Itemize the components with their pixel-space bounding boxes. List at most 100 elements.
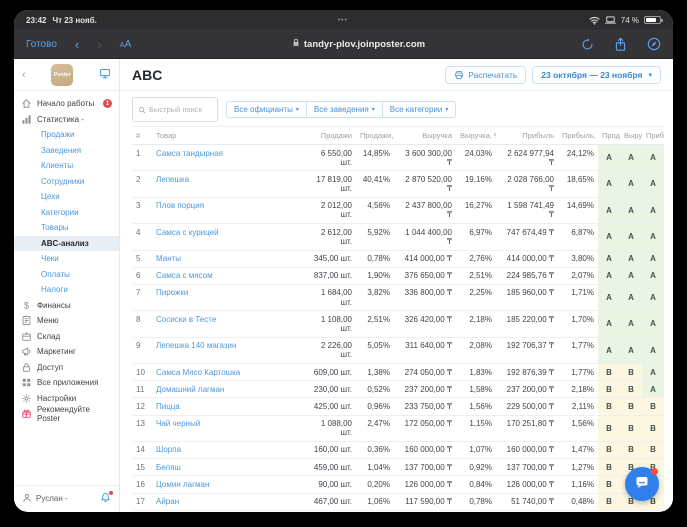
abc-profit: A xyxy=(642,144,664,172)
abc-revenue: B xyxy=(620,380,642,399)
venues-filter[interactable]: Все заведения ▾ xyxy=(305,101,383,118)
cell-profit: 2 028 766,00 ₸ xyxy=(496,170,558,198)
date-range-button[interactable]: 23 октября — 23 ноября ▾ xyxy=(532,66,661,84)
cell-profit: 229 500,00 ₸ xyxy=(496,397,558,416)
product-link[interactable]: Самса с курицей xyxy=(156,227,219,237)
product-link[interactable]: Самса Мясо Картошка xyxy=(156,367,241,377)
sidebar-item-15[interactable]: Склад xyxy=(14,329,119,345)
product-link[interactable]: Самса с мясом xyxy=(156,271,213,281)
sidebar-item-14[interactable]: Меню xyxy=(14,313,119,329)
abc-revenue: B xyxy=(620,363,642,382)
sidebar-item-20[interactable]: Рекомендуйте Poster xyxy=(14,405,119,423)
waiters-filter[interactable]: Все официанты ▾ xyxy=(226,101,307,118)
sidebar-item-0[interactable]: Начало работы 1 xyxy=(14,96,119,112)
sidebar-item-4[interactable]: Клиенты xyxy=(14,158,119,174)
cell-revenue-pct: 1,83% xyxy=(456,363,496,382)
user-icon xyxy=(22,493,32,505)
abc-sales: B xyxy=(598,415,620,442)
table-row: 7 Пирожки 1 684,00 шт. 3,82% 336 800,00 ₸ 2,2… xyxy=(132,284,664,312)
sidebar-item-8[interactable]: Товары xyxy=(14,220,119,236)
forward-button[interactable]: › xyxy=(97,36,102,52)
product-link[interactable]: Пирожки xyxy=(156,288,189,298)
product-link[interactable]: Плов порция xyxy=(156,201,205,211)
column-header-3[interactable]: Продажи, % xyxy=(356,126,394,145)
print-button[interactable]: Распечатать xyxy=(445,66,527,84)
column-header-5[interactable]: Выручка, % xyxy=(456,126,496,145)
product-link[interactable]: Лепешка 140 магазин xyxy=(156,341,237,351)
sidebar-item-17[interactable]: Доступ xyxy=(14,360,119,376)
abc-profit: A xyxy=(642,363,664,382)
column-header-0[interactable]: # xyxy=(132,126,152,145)
column-header-6[interactable]: Прибыль xyxy=(496,126,558,145)
cell-revenue-pct: 2,51% xyxy=(456,267,496,285)
product-link[interactable]: Пицца xyxy=(156,401,180,411)
sidebar-item-19[interactable]: Настройки xyxy=(14,391,119,407)
product-link[interactable]: Шорпа xyxy=(156,445,182,455)
sidebar-item-11[interactable]: Оплаты xyxy=(14,267,119,283)
cell-revenue-pct: 1,56% xyxy=(456,397,496,416)
address-bar[interactable]: tandyr-plov.joinposter.com xyxy=(206,38,511,50)
cell-sales-pct: 1,38% xyxy=(356,363,394,382)
cell-profit: 192 876,39 ₸ xyxy=(496,363,558,382)
sidebar-item-7[interactable]: Категории xyxy=(14,205,119,221)
notification-badge: 1 xyxy=(103,99,112,109)
product-link[interactable]: Лепешка xyxy=(156,174,190,184)
notifications-bell-icon[interactable] xyxy=(100,491,113,505)
safari-compass-icon[interactable] xyxy=(647,37,661,51)
cell-revenue-pct: 0,76% xyxy=(456,510,496,511)
share-icon[interactable] xyxy=(614,37,627,52)
column-header-4[interactable]: Выручка xyxy=(394,126,456,145)
product-link[interactable]: Сосиски в Тесте xyxy=(156,314,217,324)
row-number: 1 xyxy=(132,144,152,172)
column-header-8[interactable]: Продажи xyxy=(598,126,620,145)
text-size-button[interactable]: АA xyxy=(119,38,132,50)
product-link[interactable]: Айран xyxy=(156,497,180,506)
column-header-10[interactable]: Прибыль xyxy=(642,126,664,145)
sidebar-header: ‹ Poster xyxy=(14,59,119,91)
cell-revenue-pct: 1,07% xyxy=(456,441,496,460)
column-header-9[interactable]: Выручка xyxy=(620,126,642,145)
product-link[interactable]: Самса тандырная xyxy=(156,148,223,158)
sidebar-item-13[interactable]: $ Финансы xyxy=(14,298,119,314)
table-row: 13 Чай черный 1 088,00 шт. 2,47% 172 050,00 … xyxy=(132,415,664,442)
sidebar-item-2[interactable]: Продажи xyxy=(14,127,119,143)
sidebar-item-9[interactable]: ABC-анализ xyxy=(14,235,119,251)
product-link[interactable]: Домашний лагман xyxy=(156,384,225,394)
sidebar-item-label: Склад xyxy=(37,331,61,341)
product-link[interactable]: Манты xyxy=(156,254,182,263)
cell-sales-pct: 5,05% xyxy=(356,337,394,365)
sidebar-item-12[interactable]: Налоги xyxy=(14,282,119,298)
abc-revenue: B xyxy=(620,415,642,442)
cell-sales: 160,00 шт. xyxy=(304,441,356,460)
dollar-icon: $ xyxy=(21,300,32,311)
sidebar-item-18[interactable]: Все приложения xyxy=(14,375,119,391)
sidebar-item-16[interactable]: Маркетинг xyxy=(14,344,119,360)
reload-button[interactable] xyxy=(581,37,594,51)
sidebar-item-10[interactable]: Чеки xyxy=(14,251,119,267)
back-button[interactable]: ‹ xyxy=(74,36,80,52)
product-link[interactable]: Беляш xyxy=(156,462,181,472)
sidebar-back-chevron-icon[interactable]: ‹ xyxy=(22,68,26,81)
cell-sales: 1 088,00 шт. xyxy=(304,415,356,442)
sidebar-item-1[interactable]: Статистика - xyxy=(14,112,119,128)
sidebar-item-6[interactable]: Цехи xyxy=(14,189,119,205)
cell-profit: 185 960,00 ₸ xyxy=(496,284,558,312)
cell-revenue: 2 437 800,00 ₸ xyxy=(394,197,456,225)
cell-revenue-pct: 1,15% xyxy=(456,415,496,442)
cell-revenue: 172 050,00 ₸ xyxy=(394,415,456,442)
search-box[interactable] xyxy=(132,97,218,122)
column-header-1[interactable]: Товар xyxy=(152,126,304,145)
done-button[interactable]: Готово xyxy=(26,38,57,50)
current-user[interactable]: Руслан - xyxy=(36,494,68,503)
product-link[interactable]: Чай черный xyxy=(156,419,201,429)
product-link[interactable]: Цомин лагман xyxy=(156,479,210,489)
sidebar-item-3[interactable]: Заведения xyxy=(14,143,119,159)
categories-filter[interactable]: Все категории ▾ xyxy=(381,101,457,118)
search-input[interactable] xyxy=(149,105,212,114)
column-header-2[interactable]: Продажи xyxy=(304,126,356,145)
sidebar-item-5[interactable]: Сотрудники xyxy=(14,174,119,190)
cashier-display-icon[interactable] xyxy=(99,66,111,84)
column-header-7[interactable]: Прибыль, % xyxy=(558,126,598,145)
chat-bubble-button[interactable] xyxy=(625,467,659,501)
